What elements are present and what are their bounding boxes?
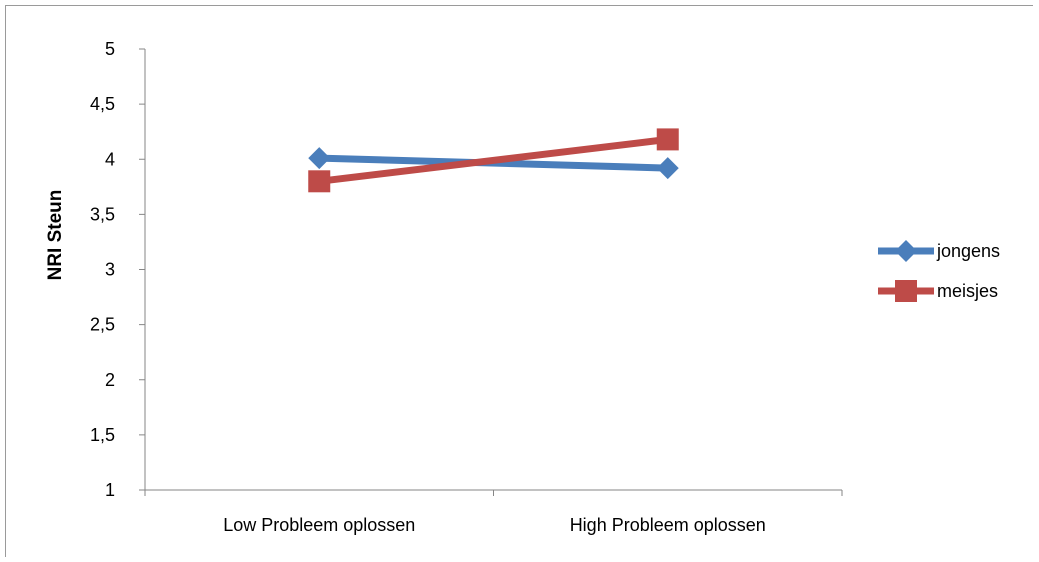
y-tick-label: 3 xyxy=(105,260,115,280)
data-point-jongens xyxy=(656,157,679,180)
data-point-meisjes xyxy=(308,170,331,193)
x-tick-labels: Low Probleem oplossen High Probleem oplos… xyxy=(223,515,766,535)
series-group xyxy=(308,128,679,193)
legend-item-meisjes: meisjes xyxy=(878,280,998,302)
y-tick-label: 3,5 xyxy=(90,204,115,224)
legend-label: jongens xyxy=(936,241,1000,261)
y-tick-label: 2,5 xyxy=(90,315,115,335)
legend-marker xyxy=(895,240,917,262)
y-tick-label: 4,5 xyxy=(90,94,115,114)
y-tick-labels: 1 1,5 2 2,5 3 3,5 4 4,5 5 xyxy=(90,39,115,500)
y-tick-label: 1 xyxy=(105,480,115,500)
x-tick-label: Low Probleem oplossen xyxy=(223,515,415,535)
axes xyxy=(139,48,843,496)
x-tick-label: High Probleem oplossen xyxy=(570,515,766,535)
legend-label: meisjes xyxy=(937,281,998,301)
y-tick-label: 5 xyxy=(105,39,115,59)
series-meisjes xyxy=(308,128,679,193)
chart-frame xyxy=(5,5,1033,557)
y-tick-label: 1,5 xyxy=(90,425,115,445)
data-point-meisjes xyxy=(656,128,679,151)
y-tick-label: 4 xyxy=(105,149,115,169)
y-axis-label: NRI Steun xyxy=(45,190,66,281)
series-line-meisjes xyxy=(318,135,669,185)
legend: jongens meisjes xyxy=(878,240,1000,302)
legend-item-jongens: jongens xyxy=(878,240,1000,262)
legend-marker xyxy=(895,280,917,302)
data-point-jongens xyxy=(308,147,331,170)
y-tick-label: 2 xyxy=(105,370,115,390)
